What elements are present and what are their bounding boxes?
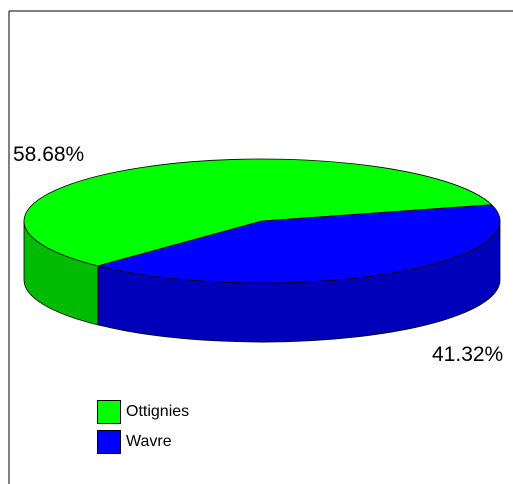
legend-item-wavre: Wavre: [97, 427, 189, 457]
slice-ottignies: [23, 158, 493, 267]
legend: Ottignies Wavre: [97, 397, 189, 457]
legend-swatch-wavre: [97, 430, 121, 454]
legend-label-ottignies: Ottignies: [126, 403, 190, 420]
legend-swatch-ottignies: [97, 400, 121, 424]
data-label-ottignies: 58.68%: [13, 143, 84, 166]
data-label-wavre: 41.32%: [432, 343, 503, 366]
legend-item-ottignies: Ottignies: [97, 397, 189, 427]
slice-wavre: [96, 204, 501, 284]
legend-label-wavre: Wavre: [126, 433, 172, 450]
